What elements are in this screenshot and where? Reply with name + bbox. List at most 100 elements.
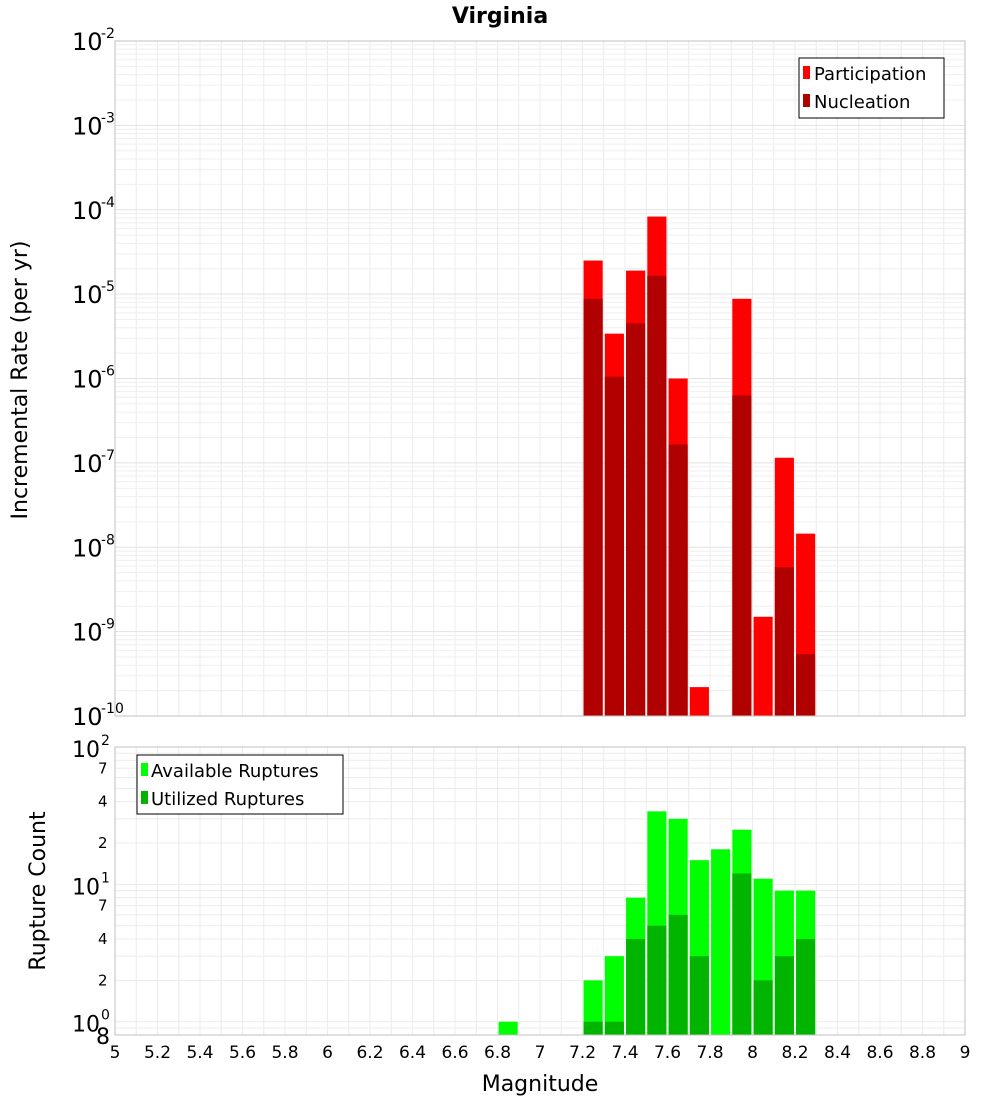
x-tick-label: 5.4 xyxy=(186,1043,213,1063)
top-nucleation-bar xyxy=(583,298,603,716)
bottom-legend: Available Ruptures Utilized Ruptures xyxy=(136,754,344,815)
top-y-tick-label: 10 xyxy=(72,619,103,647)
chart-title: Virginia xyxy=(452,4,548,29)
bottom-y-tick-label: 10 xyxy=(72,1013,100,1038)
bottom-available-ruptures-bar xyxy=(498,1021,518,1035)
bottom-y-tick-exponent: 2 xyxy=(101,733,110,749)
top-legend: Participation Nucleation xyxy=(798,57,945,119)
bottom-utilized-ruptures-bar xyxy=(753,980,773,1035)
bottom-y-axis-label: Rupture Count xyxy=(26,811,51,971)
bottom-y-minor-tick-label: 2 xyxy=(98,834,108,852)
top-y-axis-label: Incremental Rate (per yr) xyxy=(8,241,33,520)
nucleation-legend-label: Nucleation xyxy=(814,92,910,113)
x-tick-label: 6.8 xyxy=(484,1043,511,1063)
x-tick-label: 5.8 xyxy=(271,1043,298,1063)
top-participation-bar xyxy=(753,616,773,716)
top-nucleation-bar xyxy=(668,444,688,716)
top-legend-box xyxy=(798,57,945,119)
participation-legend-swatch xyxy=(803,66,810,79)
bottom-y-minor-tick-label: 4 xyxy=(98,793,108,811)
top-y-tick-label: 10 xyxy=(72,534,103,562)
bottom-y-minor-tick-label: 2 xyxy=(98,971,108,989)
top-y-tick-exponent: -10 xyxy=(101,701,124,717)
bottom-y-tick-exponent: 1 xyxy=(101,870,110,886)
top-y-tick-exponent: -7 xyxy=(101,448,115,464)
available-legend-swatch xyxy=(141,763,148,776)
x-tick-label: 8.2 xyxy=(781,1043,808,1063)
x-tick-label: 5 xyxy=(110,1043,121,1063)
x-ticks: 5 5.2 5.4 5.6 5.8 6 6.2 6.4 6.6 6.8 7 7.2 7.4 7.6 7.8 8… xyxy=(110,1043,971,1063)
x-tick-label: 8.8 xyxy=(909,1043,936,1063)
top-y-tick-label: 10 xyxy=(72,281,103,309)
bottom-y-minor-tick-label: 7 xyxy=(98,759,108,777)
bottom-y-minor-tick-label: 4 xyxy=(98,930,108,948)
bottom-y-tick-exponent: 0 xyxy=(101,1008,110,1024)
top-y-tick-label: 10 xyxy=(72,28,103,56)
nucleation-legend-swatch xyxy=(803,94,810,107)
top-y-tick-exponent: -6 xyxy=(101,364,115,380)
x-tick-label: 6.6 xyxy=(441,1043,468,1063)
bottom-y-minor-tick-label: 7 xyxy=(98,897,108,915)
bottom-y-minor-tick-label: 8 xyxy=(96,1025,110,1050)
top-nucleation-bar xyxy=(647,275,667,716)
x-tick-label: 5.2 xyxy=(144,1043,171,1063)
top-nucleation-bar xyxy=(604,376,624,716)
top-y-tick-exponent: -4 xyxy=(101,195,115,211)
top-y-ticks: 10-210-310-410-510-610-710-810-910-10 xyxy=(72,26,124,731)
x-axis-label: Magnitude xyxy=(482,1072,599,1097)
x-tick-label: 7.4 xyxy=(611,1043,638,1063)
bottom-utilized-ruptures-bar xyxy=(626,939,646,1035)
top-y-tick-label: 10 xyxy=(72,450,103,478)
bottom-plot-bars xyxy=(498,811,816,1035)
bottom-legend-box xyxy=(136,754,344,815)
bottom-utilized-ruptures-bar xyxy=(647,925,667,1035)
x-tick-label: 8 xyxy=(747,1043,758,1063)
utilized-legend-label: Utilized Ruptures xyxy=(151,789,304,810)
top-nucleation-bar xyxy=(796,654,816,716)
bottom-utilized-ruptures-bar xyxy=(796,939,816,1035)
top-y-tick-exponent: -2 xyxy=(101,26,115,42)
top-plot-frame xyxy=(114,40,966,717)
x-tick-label: 6.2 xyxy=(356,1043,383,1063)
bottom-y-tick-label: 10 xyxy=(72,738,100,763)
top-y-tick-label: 10 xyxy=(72,366,103,394)
bottom-utilized-ruptures-bar xyxy=(583,1021,603,1035)
participation-legend-label: Participation xyxy=(814,64,926,85)
utilized-legend-swatch xyxy=(141,791,148,804)
available-legend-label: Available Ruptures xyxy=(151,761,319,782)
bottom-plot-frame xyxy=(114,746,966,1036)
bottom-utilized-ruptures-bar xyxy=(689,956,709,1035)
top-nucleation-bar xyxy=(774,567,794,716)
x-tick-label: 9 xyxy=(960,1043,971,1063)
top-plot-bars xyxy=(583,216,816,716)
bottom-utilized-ruptures-bar xyxy=(604,1021,624,1035)
x-tick-label: 6.4 xyxy=(399,1043,426,1063)
x-tick-label: 7 xyxy=(535,1043,546,1063)
x-tick-label: 7.8 xyxy=(696,1043,723,1063)
bottom-utilized-ruptures-bar xyxy=(668,914,688,1035)
top-y-tick-exponent: -3 xyxy=(101,110,115,126)
bottom-utilized-ruptures-bar xyxy=(732,873,752,1035)
x-tick-label: 7.2 xyxy=(569,1043,596,1063)
top-y-tick-exponent: -9 xyxy=(101,617,115,633)
bottom-utilized-ruptures-bar xyxy=(774,956,794,1035)
top-y-tick-exponent: -5 xyxy=(101,279,115,295)
top-y-tick-label: 10 xyxy=(72,197,103,225)
x-tick-label: 8.4 xyxy=(824,1043,851,1063)
top-participation-bar xyxy=(689,687,709,716)
top-y-tick-label: 10 xyxy=(72,112,103,140)
top-nucleation-bar xyxy=(626,323,646,716)
bottom-available-ruptures-bar xyxy=(583,980,603,1035)
x-tick-label: 6 xyxy=(322,1043,333,1063)
bottom-y-tick-label: 10 xyxy=(72,875,100,900)
top-y-tick-exponent: -8 xyxy=(101,532,115,548)
x-tick-label: 5.6 xyxy=(229,1043,256,1063)
top-nucleation-bar xyxy=(732,395,752,716)
top-y-tick-label: 10 xyxy=(72,703,103,731)
bottom-available-ruptures-bar xyxy=(711,849,731,1035)
x-tick-label: 7.6 xyxy=(654,1043,681,1063)
bottom-available-ruptures-bar xyxy=(604,956,624,1035)
top-plot-grid xyxy=(114,41,966,717)
